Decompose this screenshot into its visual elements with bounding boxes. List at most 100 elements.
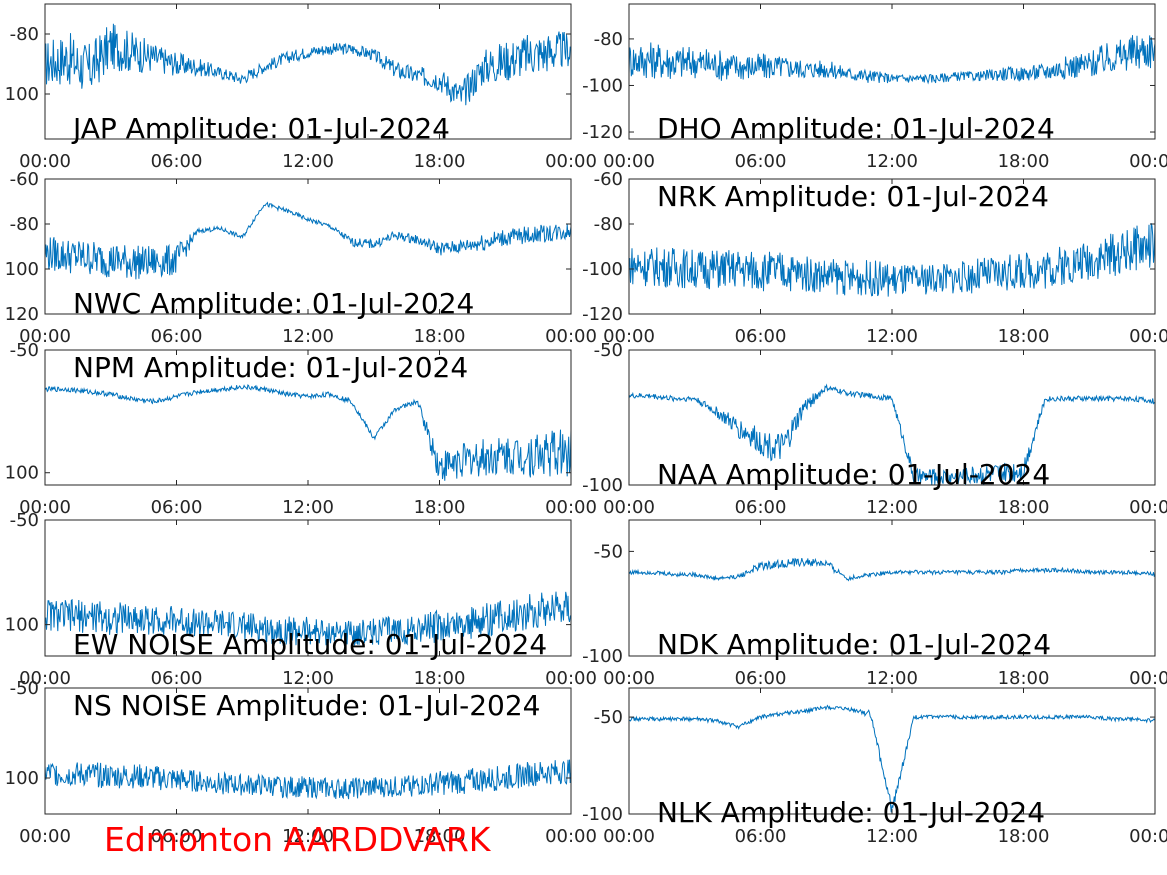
panel-title: NPM Amplitude: 01-Jul-2024	[73, 351, 468, 384]
y-tick-label: -50	[594, 541, 623, 562]
y-tick-label: -100	[582, 646, 623, 667]
x-tick-label: 00:00	[603, 826, 655, 847]
y-tick-label: -100	[582, 259, 623, 280]
x-tick-label: 06:00	[735, 326, 787, 347]
chart-panel-6: 00:00 06:00 12:00 18:00 00:00 -50 100 EW NOISE …	[5, 510, 597, 689]
panel-title: NWC Amplitude: 01-Jul-2024	[73, 287, 474, 320]
x-tick-label: 00:00	[1129, 826, 1167, 847]
x-tick-label: 00:00	[19, 497, 71, 518]
x-tick-label: 06:00	[735, 497, 787, 518]
y-tick-label: -80	[594, 214, 623, 235]
x-tick-label: 06:00	[735, 826, 787, 847]
series-line	[45, 591, 571, 647]
x-tick-label: 18:00	[998, 497, 1050, 518]
x-tick-label: 06:00	[151, 668, 203, 689]
y-tick-label: -50	[10, 340, 39, 361]
x-tick-label: 18:00	[414, 151, 466, 172]
y-tick-label: -50	[10, 510, 39, 531]
y-tick-label: 100	[5, 84, 39, 105]
panel-title: NDK Amplitude: 01-Jul-2024	[657, 628, 1051, 661]
panel-title: NRK Amplitude: 01-Jul-2024	[657, 180, 1049, 213]
series-line	[629, 557, 1155, 582]
x-tick-label: 18:00	[998, 668, 1050, 689]
x-tick-label: 00:00	[545, 826, 597, 847]
x-tick-label: 12:00	[282, 668, 334, 689]
y-tick-label: 100	[5, 259, 39, 280]
panel-title: NAA Amplitude: 01-Jul-2024	[657, 458, 1050, 491]
y-tick-label: 100	[5, 615, 39, 636]
x-tick-label: 00:00	[19, 151, 71, 172]
y-tick-label: -100	[582, 475, 623, 496]
chart-panel-0: 00:00 06:00 12:00 18:00 00:00 -80 100 JAP Ampli…	[5, 3, 597, 172]
x-tick-label: 18:00	[414, 326, 466, 347]
y-tick-label: -100	[582, 804, 623, 825]
x-tick-label: 12:00	[282, 326, 334, 347]
y-tick-label: 100	[5, 768, 39, 789]
y-tick-label: 120	[5, 304, 39, 325]
x-tick-label: 06:00	[735, 151, 787, 172]
y-tick-label: 100	[5, 463, 39, 484]
x-tick-label: 00:00	[603, 151, 655, 172]
y-tick-label: -50	[594, 707, 623, 728]
x-tick-label: 06:00	[151, 826, 203, 847]
x-tick-label: 12:00	[282, 826, 334, 847]
x-tick-label: 12:00	[866, 668, 918, 689]
x-tick-label: 06:00	[151, 326, 203, 347]
y-tick-label: -80	[10, 24, 39, 45]
x-tick-label: 18:00	[414, 826, 466, 847]
x-tick-label: 12:00	[866, 497, 918, 518]
panel-title: DHO Amplitude: 01-Jul-2024	[657, 112, 1055, 145]
x-tick-label: 18:00	[998, 826, 1050, 847]
footer-label: Edmonton AARDDVARK	[104, 820, 491, 859]
series-line	[629, 704, 1155, 813]
y-tick-label: -120	[582, 304, 623, 325]
y-tick-label: -100	[582, 75, 623, 96]
series-line	[45, 23, 571, 106]
x-tick-label: 00:00	[545, 668, 597, 689]
x-tick-label: 12:00	[866, 326, 918, 347]
x-tick-label: 00:00	[19, 668, 71, 689]
x-tick-label: 18:00	[998, 326, 1050, 347]
y-tick-label: -80	[594, 29, 623, 50]
y-tick-label: -80	[10, 214, 39, 235]
x-tick-label: 06:00	[151, 497, 203, 518]
y-tick-label: -60	[594, 169, 623, 190]
series-line	[629, 35, 1155, 85]
x-tick-label: 00:00	[603, 497, 655, 518]
chart-panel-4: 00:00 06:00 12:00 18:00 00:00 -50 100 NPM Ampli…	[5, 340, 597, 518]
x-tick-label: 00:00	[1129, 668, 1167, 689]
x-tick-label: 06:00	[735, 668, 787, 689]
x-tick-label: 00:00	[603, 668, 655, 689]
x-tick-label: 00:00	[545, 497, 597, 518]
x-tick-label: 00:00	[1129, 326, 1167, 347]
series-line	[45, 384, 571, 481]
x-tick-label: 18:00	[998, 151, 1050, 172]
y-tick-label: -120	[582, 122, 623, 143]
series-line	[45, 201, 571, 280]
x-tick-label: 00:00	[545, 151, 597, 172]
chart-panel-7: 00:00 06:00 12:00 18:00 00:00 -50 -100 NDK Ampl…	[582, 519, 1167, 689]
x-tick-label: 06:00	[151, 151, 203, 172]
y-tick-label: -50	[594, 340, 623, 361]
panel-title: JAP Amplitude: 01-Jul-2024	[71, 112, 450, 145]
x-tick-label: 12:00	[282, 151, 334, 172]
chart-panel-5: 00:00 06:00 12:00 18:00 00:00 -50 -100 NAA Ampl…	[582, 340, 1167, 518]
chart-panel-9: 00:00 06:00 12:00 18:00 00:00 -50 -100 NLK Ampl…	[582, 687, 1167, 847]
x-tick-label: 18:00	[414, 497, 466, 518]
y-tick-label: -50	[10, 678, 39, 699]
chart-panel-1: 00:00 06:00 12:00 18:00 00:00 -80 -100 -120 DHO …	[582, 3, 1167, 172]
x-tick-label: 00:00	[19, 326, 71, 347]
x-tick-label: 18:00	[414, 668, 466, 689]
panel-title: EW NOISE Amplitude: 01-Jul-2024	[73, 628, 547, 661]
x-tick-label: 00:00	[1129, 151, 1167, 172]
x-tick-label: 00:00	[19, 826, 71, 847]
x-tick-label: 12:00	[282, 497, 334, 518]
panel-title: NLK Amplitude: 01-Jul-2024	[657, 796, 1045, 829]
chart-panel-2: 00:00 06:00 12:00 18:00 00:00 -60 -80 100 120 NWC…	[5, 169, 597, 347]
x-tick-label: 00:00	[545, 326, 597, 347]
panel-title: NS NOISE Amplitude: 01-Jul-2024	[73, 689, 540, 722]
x-tick-label: 00:00	[1129, 497, 1167, 518]
chart-panel-3: 00:00 06:00 12:00 18:00 00:00 -60 -80 -100 -120 N…	[582, 169, 1167, 347]
y-tick-label: -60	[10, 169, 39, 190]
x-tick-label: 12:00	[866, 826, 918, 847]
